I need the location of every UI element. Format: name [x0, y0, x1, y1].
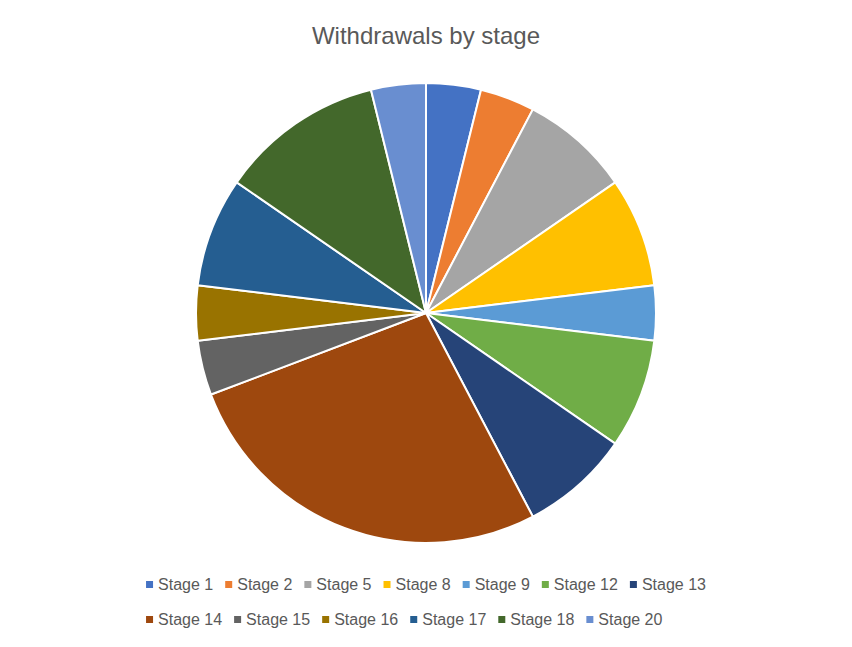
legend-marker [322, 616, 329, 623]
background [0, 0, 852, 647]
legend-marker [463, 581, 470, 588]
legend-label: Stage 8 [396, 576, 451, 593]
chart: Withdrawals by stageStage 1Stage 2Stage … [0, 0, 852, 647]
legend-item: Stage 13 [630, 576, 706, 593]
legend-label: Stage 2 [237, 576, 292, 593]
legend-marker [234, 616, 241, 623]
legend-item: Stage 20 [586, 611, 662, 628]
legend-label: Stage 9 [475, 576, 530, 593]
legend-item: Stage 2 [225, 576, 292, 593]
legend-label: Stage 17 [422, 611, 486, 628]
legend-marker [146, 616, 153, 623]
legend-label: Stage 18 [510, 611, 574, 628]
legend-item: Stage 15 [234, 611, 310, 628]
legend-item: Stage 1 [146, 576, 213, 593]
legend-item: Stage 12 [542, 576, 618, 593]
slices [196, 83, 656, 543]
legend-marker [586, 616, 593, 623]
legend-marker [542, 581, 549, 588]
legend-marker [304, 581, 311, 588]
legend-marker [630, 581, 637, 588]
legend-item: Stage 16 [322, 611, 398, 628]
legend-marker [225, 581, 232, 588]
legend-marker [410, 616, 417, 623]
legend-marker [146, 581, 153, 588]
legend-item: Stage 9 [463, 576, 530, 593]
legend-item: Stage 8 [384, 576, 451, 593]
title: Withdrawals by stage [312, 22, 540, 49]
legend-item: Stage 18 [498, 611, 574, 628]
legend-item: Stage 17 [410, 611, 486, 628]
legend: Stage 1 Stage 2 Stage 5 Stage 8 Stage 9 Stage… [146, 576, 706, 628]
legend-marker [498, 616, 505, 623]
legend-item: Stage 14 [146, 611, 222, 628]
legend-label: Stage 5 [316, 576, 371, 593]
legend-label: Stage 16 [334, 611, 398, 628]
legend-label: Stage 1 [158, 576, 213, 593]
slice [371, 83, 426, 313]
legend-label: Stage 15 [246, 611, 310, 628]
legend-label: Stage 13 [642, 576, 706, 593]
legend-label: Stage 12 [554, 576, 618, 593]
legend-item: Stage 5 [304, 576, 371, 593]
legend-marker [384, 581, 391, 588]
legend-label: Stage 14 [158, 611, 222, 628]
legend-label: Stage 20 [598, 611, 662, 628]
